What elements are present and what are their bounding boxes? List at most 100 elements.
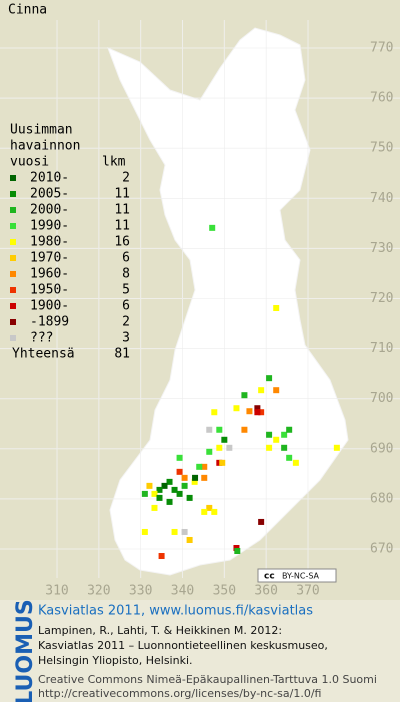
observation-square	[206, 448, 213, 455]
legend-label: 1970-	[30, 251, 69, 266]
legend-swatch	[10, 239, 16, 245]
y-tick-label: 770	[370, 41, 393, 56]
y-tick-label: 740	[370, 191, 393, 206]
legend-count: 11	[114, 219, 130, 234]
observation-square	[156, 486, 163, 493]
legend-label: 1900-	[30, 299, 69, 314]
observation-square	[191, 478, 198, 485]
legend-label: 2010-	[30, 171, 69, 186]
legend-heading: havainnon	[10, 139, 80, 154]
legend-swatch	[10, 303, 16, 309]
observation-square	[181, 474, 188, 481]
legend-swatch	[10, 175, 16, 181]
observation-square	[141, 490, 148, 497]
observation-square	[233, 544, 240, 551]
y-tick-label: 670	[370, 542, 393, 557]
observation-square	[211, 508, 218, 515]
footer-headline: Kasviatlas 2011, www.luomus.fi/kasviatla…	[38, 604, 313, 619]
legend-count: 2	[122, 171, 130, 186]
footer-background	[0, 600, 400, 702]
observation-square	[216, 426, 223, 433]
observation-square	[266, 431, 273, 438]
cc-badge-logo: cc	[264, 572, 275, 582]
legend-label: 1950-	[30, 283, 69, 298]
observation-square	[181, 482, 188, 489]
citation-line: Kasviatlas 2011 – Luonnontieteellinen ke…	[38, 639, 328, 652]
y-tick-label: 700	[370, 391, 393, 406]
observation-square	[226, 444, 233, 451]
x-tick-label: 360	[254, 584, 277, 599]
license-line: Creative Commons Nimeä-Epäkaupallinen-Ta…	[38, 673, 377, 686]
observation-square	[146, 482, 153, 489]
observation-square	[186, 536, 193, 543]
observation-square	[171, 486, 178, 493]
legend-label: 1960-	[30, 267, 69, 282]
x-tick-label: 370	[296, 584, 319, 599]
observation-square	[196, 463, 203, 470]
legend-count: 8	[122, 267, 130, 282]
observation-square	[176, 490, 183, 497]
y-tick-label: 690	[370, 441, 393, 456]
observation-square	[201, 474, 208, 481]
legend-label: 1990-	[30, 219, 69, 234]
observation-square	[156, 494, 163, 501]
observation-square	[151, 504, 158, 511]
observation-square	[176, 454, 183, 461]
legend-label: 2005-	[30, 187, 69, 202]
observation-square	[266, 375, 273, 382]
legend-total: 81	[114, 347, 130, 362]
legend-count-heading: lkm	[102, 155, 126, 170]
y-tick-label: 750	[370, 141, 393, 156]
observation-square	[192, 474, 199, 481]
observation-square	[254, 405, 261, 412]
legend-heading: Uusimman	[10, 123, 73, 138]
observation-square	[258, 409, 265, 416]
observation-square	[181, 528, 188, 535]
observation-square	[201, 508, 208, 515]
observation-square	[171, 528, 178, 535]
legend-label: ???	[30, 331, 53, 346]
observation-square	[151, 490, 158, 497]
observation-square	[221, 436, 228, 443]
observation-square	[266, 444, 273, 451]
legend-swatch	[10, 271, 16, 277]
observation-square	[206, 504, 213, 511]
cc-badge-text: BY-NC-SA	[282, 572, 320, 581]
legend-heading: vuosi	[10, 155, 49, 170]
legend-swatch	[10, 191, 16, 197]
y-tick-label: 730	[370, 241, 393, 256]
legend-swatch	[10, 287, 16, 293]
legend-count: 11	[114, 187, 130, 202]
observation-square	[209, 224, 216, 231]
legend-swatch	[10, 255, 16, 261]
observation-square	[161, 482, 168, 489]
citation-line: Lampinen, R., Lahti, T. & Heikkinen M. 2…	[38, 624, 282, 637]
observation-square	[166, 478, 173, 485]
y-tick-label: 680	[370, 491, 393, 506]
observation-square	[292, 459, 299, 466]
legend-count: 6	[122, 299, 130, 314]
legend-count: 3	[122, 331, 130, 346]
legend-count: 2	[122, 315, 130, 330]
finland-outline	[107, 27, 349, 576]
observation-square	[273, 305, 280, 312]
legend-swatch	[10, 319, 16, 325]
x-tick-label: 310	[45, 584, 68, 599]
observation-square	[211, 409, 218, 416]
cc-badge	[257, 568, 337, 583]
observation-square	[258, 387, 265, 394]
observation-square	[216, 444, 223, 451]
observation-square	[281, 444, 288, 451]
x-tick-label: 330	[129, 584, 152, 599]
map-title: Cinna	[8, 3, 47, 18]
legend-total-label: Yhteensä	[12, 347, 75, 362]
observation-square	[166, 498, 173, 505]
brand-logo: LUOMUS	[13, 599, 38, 702]
legend-count: 6	[122, 251, 130, 266]
observation-square	[286, 454, 293, 461]
x-tick-label: 320	[87, 584, 110, 599]
legend-label: 1980-	[30, 235, 69, 250]
legend-swatch	[10, 335, 16, 341]
observation-square	[158, 553, 165, 560]
